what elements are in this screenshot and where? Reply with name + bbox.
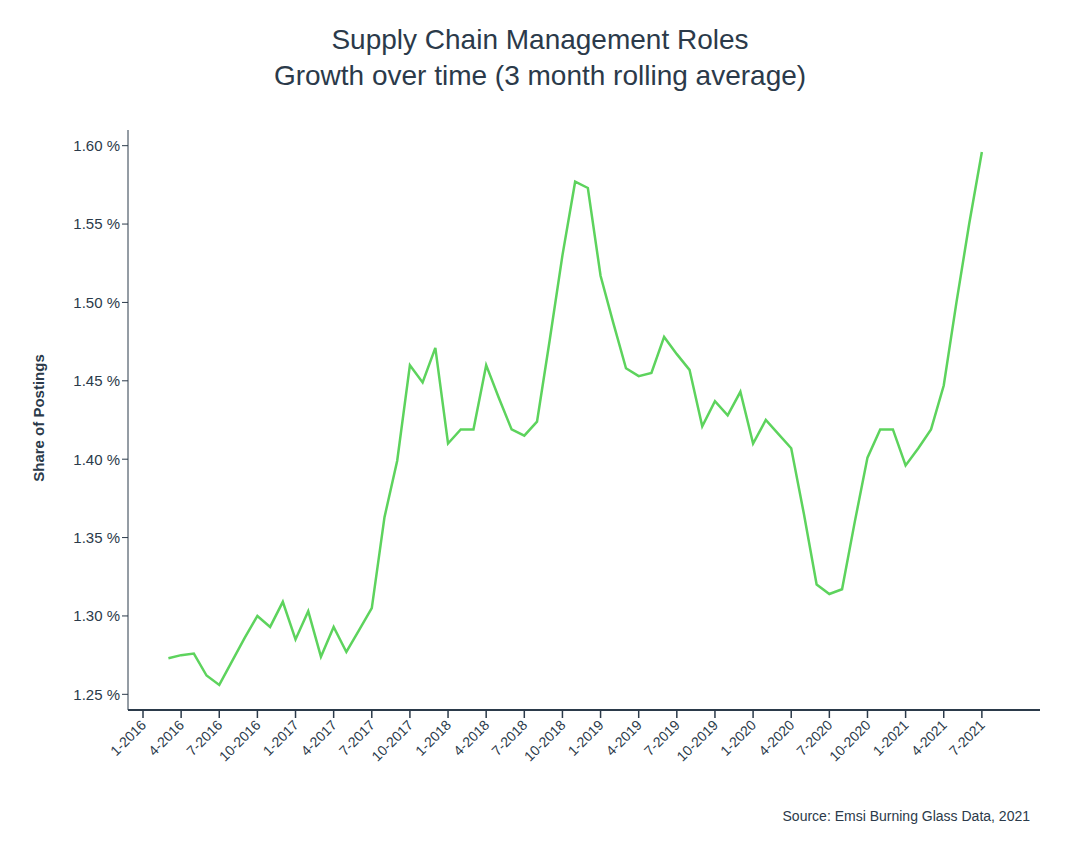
svg-text:7-2017: 7-2017	[335, 716, 378, 759]
svg-text:1.40 %: 1.40 %	[73, 451, 120, 468]
html-text:Share of Postings: Share of Postings	[29, 354, 47, 482]
svg-text:1-2020: 1-2020	[717, 717, 759, 759]
svg-text:4-2017: 4-2017	[298, 717, 340, 759]
svg-text:4-2020: 4-2020	[755, 717, 797, 759]
svg-text:1-2019: 1-2019	[565, 717, 607, 759]
svg-text:1.30 %: 1.30 %	[73, 607, 120, 624]
svg-text:7-2021: 7-2021	[946, 717, 988, 759]
svg-text:10-2017: 10-2017	[368, 717, 416, 765]
svg-text:1-2017: 1-2017	[260, 717, 302, 759]
svg-text:1-2018: 1-2018	[412, 717, 454, 759]
svg-text:7-2020: 7-2020	[793, 716, 836, 759]
svg-text:1-2021: 1-2021	[870, 717, 912, 759]
svg-text:10-2018: 10-2018	[521, 717, 569, 765]
svg-text:1.45 %: 1.45 %	[73, 372, 120, 389]
html-text:Supply Chain Management Roles: Supply Chain Management Roles	[331, 24, 749, 55]
svg-text:4-2021: 4-2021	[908, 717, 950, 759]
html-text:Source: Emsi Burning Glass Dat: Source: Emsi Burning Glass Data, 2021	[782, 808, 1030, 824]
svg-text:4-2019: 4-2019	[603, 717, 645, 759]
svg-text:1.60 %: 1.60 %	[73, 137, 120, 154]
svg-text:1-2016: 1-2016	[107, 717, 149, 759]
svg-text:1.55 %: 1.55 %	[73, 215, 120, 232]
svg-text:1.50 %: 1.50 %	[73, 294, 120, 311]
html-text:Growth over time (3 month roll: Growth over time (3 month rolling averag…	[273, 60, 807, 91]
svg-text:4-2016: 4-2016	[145, 717, 187, 759]
svg-text:7-2018: 7-2018	[488, 716, 531, 759]
svg-text:4-2018: 4-2018	[450, 717, 492, 759]
svg-text:10-2020: 10-2020	[826, 717, 874, 765]
svg-text:10-2019: 10-2019	[673, 717, 721, 765]
svg-text:1.25 %: 1.25 %	[73, 686, 120, 703]
svg-text:1.35 %: 1.35 %	[73, 529, 120, 546]
svg-text:7-2016: 7-2016	[183, 716, 226, 759]
svg-text:7-2019: 7-2019	[640, 716, 683, 759]
svg-text:10-2016: 10-2016	[216, 717, 264, 765]
